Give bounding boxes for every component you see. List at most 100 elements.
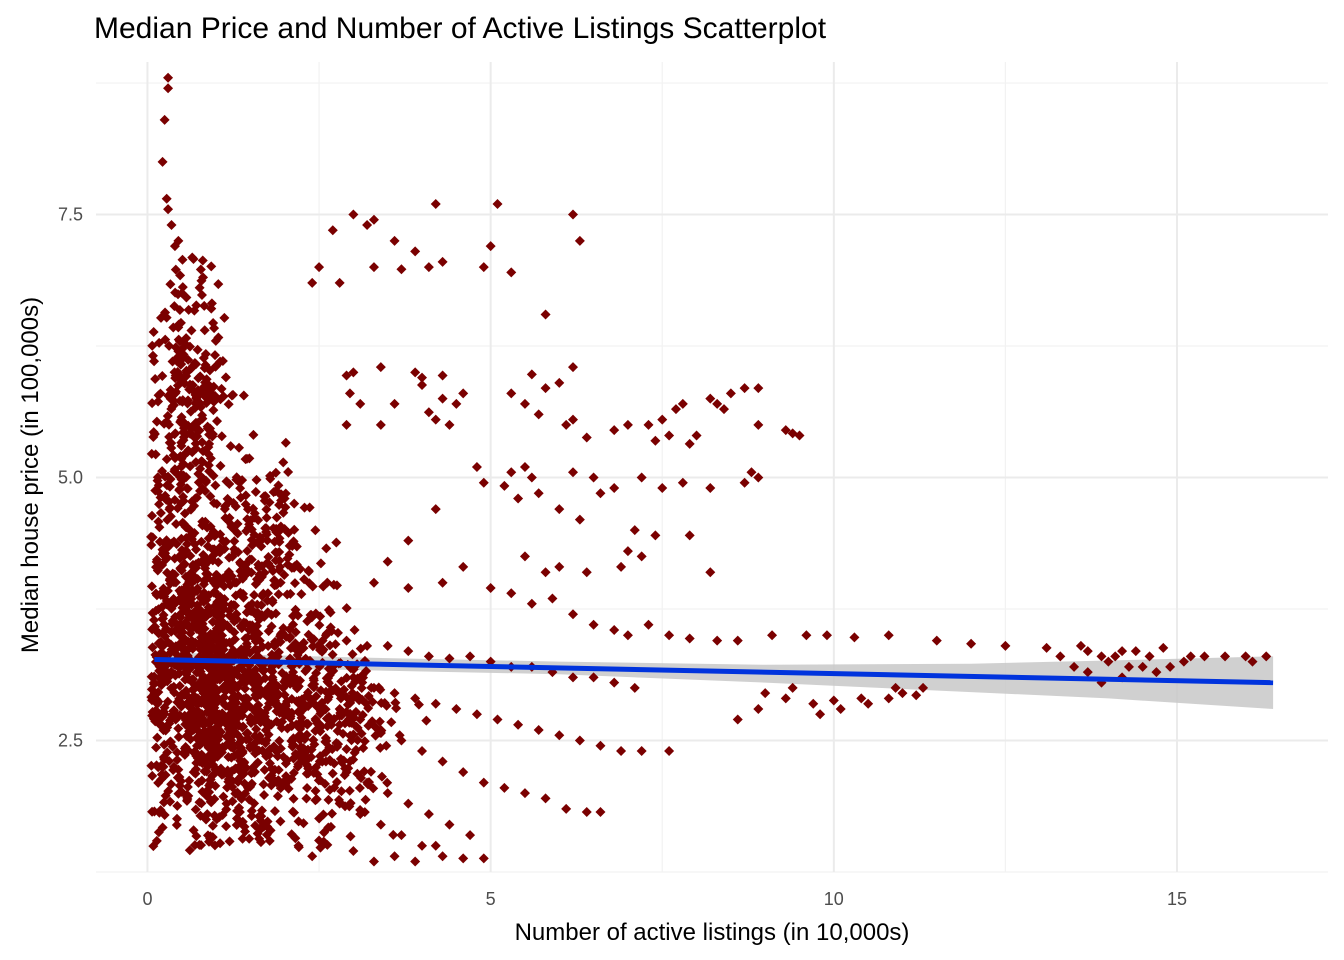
data-point [386,717,397,728]
trend-line-layer [154,657,1274,686]
data-point [205,491,216,502]
data-point [207,544,218,555]
data-point [283,707,294,718]
data-point [186,423,197,434]
data-point [519,788,530,799]
data-point [273,480,284,491]
data-point [311,668,322,679]
data-point [224,623,235,634]
data-point [156,680,167,691]
data-point [197,255,208,266]
data-point [382,640,393,651]
data-point [622,630,633,641]
data-point [389,235,400,246]
data-point [242,545,253,556]
data-point [146,531,157,542]
data-point [153,762,164,773]
data-point [159,754,170,765]
data-point [226,718,237,729]
data-point [320,704,331,715]
x-axis-title: Number of active listings (in 10,000s) [515,919,910,946]
data-point [235,483,246,494]
data-point [275,816,286,827]
data-point [595,488,606,499]
data-point [252,685,263,696]
data-point [210,601,221,612]
data-point [513,493,524,504]
data-point [310,525,321,536]
data-point [252,645,263,656]
data-point [183,636,194,647]
data-point [1137,661,1148,672]
data-point [181,333,192,344]
data-point [149,429,160,440]
data-point [190,804,201,815]
data-point [161,312,172,323]
data-point [297,754,308,765]
data-point [264,772,275,783]
y-tick-label: 7.5 [58,205,83,225]
data-point [199,325,210,336]
data-point [581,567,592,578]
data-point [194,397,205,408]
data-point [161,193,172,204]
data-point [664,630,675,641]
data-point [328,579,339,590]
data-point [299,502,310,513]
x-tick-label: 15 [1167,889,1187,909]
data-point [158,672,169,683]
data-point [410,367,421,378]
data-point [533,724,544,735]
data-point [519,462,530,472]
data-point [186,380,197,391]
data-point [158,547,169,558]
data-point [306,744,317,755]
data-point [278,682,289,693]
data-point [255,837,266,848]
data-point [257,590,268,601]
data-point [657,414,668,425]
data-point [324,784,335,795]
data-point [177,627,188,638]
data-point [760,688,771,699]
data-point [221,798,232,809]
data-point [154,499,165,510]
data-point [753,419,764,430]
data-point [216,383,227,394]
data-point [310,785,321,796]
data-point [739,477,750,488]
data-point [366,766,377,777]
data-point [251,474,262,485]
data-point [203,556,214,567]
data-point [183,304,194,315]
data-point [368,214,379,225]
data-point [609,677,620,688]
data-point [352,768,363,779]
data-point [288,739,299,750]
data-point [1096,651,1107,662]
data-point [287,541,298,552]
data-point [221,683,232,694]
data-point [307,277,318,288]
data-point [622,419,633,430]
data-point [306,634,317,645]
data-point [303,762,314,773]
data-point [173,723,184,734]
data-point [320,747,331,758]
data-point [282,723,293,734]
data-point [298,637,309,648]
data-point [237,710,248,721]
data-point [233,649,244,660]
data-point [341,744,352,755]
data-point [732,635,743,646]
data-point [280,502,291,513]
data-point [258,779,269,790]
data-point [175,563,186,574]
data-point [284,549,295,560]
data-point [288,793,299,804]
data-point [315,685,326,696]
data-point [780,693,791,704]
data-point [314,835,325,846]
data-point [269,639,280,650]
data-point [270,555,281,566]
